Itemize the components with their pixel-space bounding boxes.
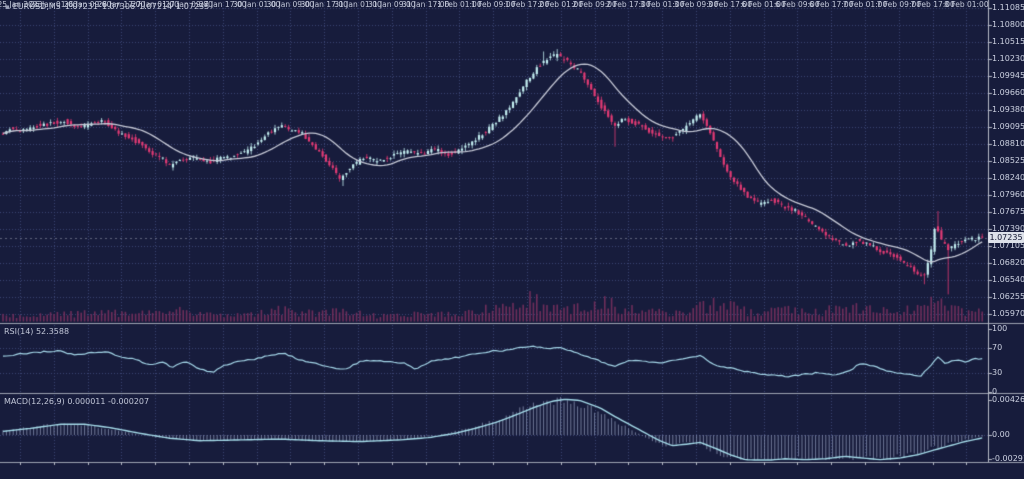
chart-canvas[interactable] [0,0,1024,479]
trading-chart-window: ▪ EURUSD,M5 1.07231 1.07306 1.07214 1.07235 R… [0,0,1024,479]
